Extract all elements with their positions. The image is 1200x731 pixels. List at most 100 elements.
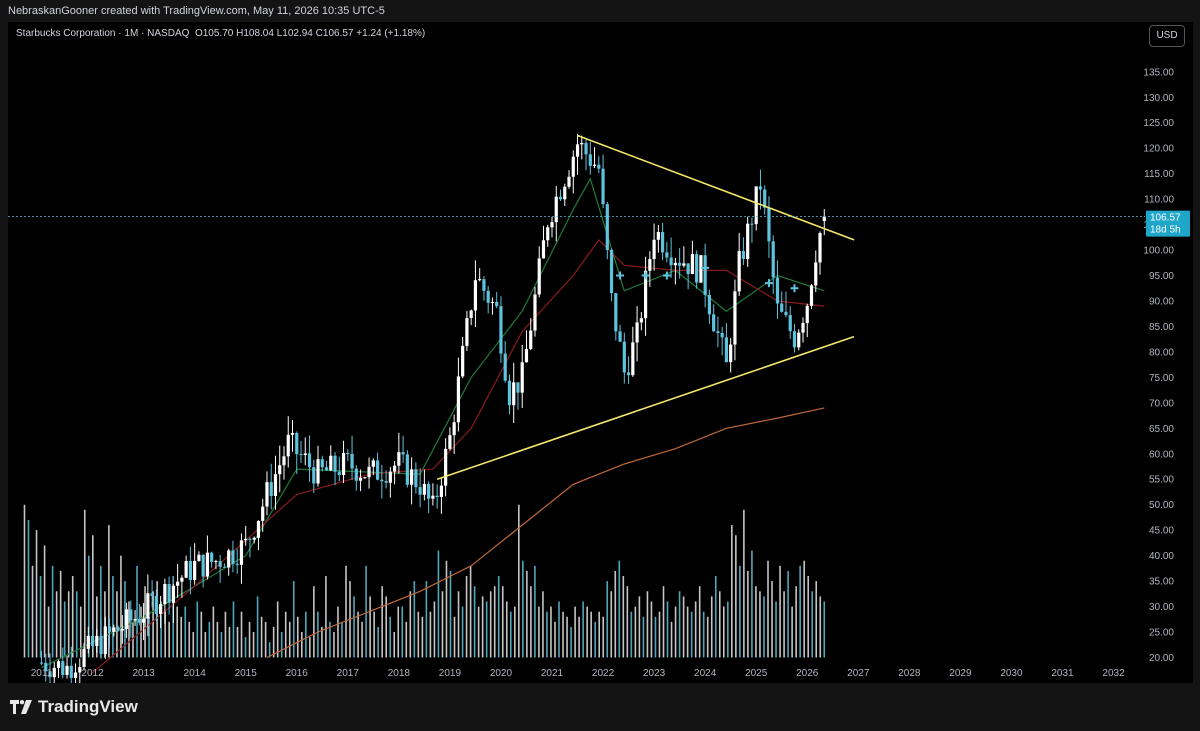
candle-body bbox=[571, 156, 575, 177]
candle-body bbox=[201, 554, 205, 577]
volume-bar bbox=[71, 576, 74, 658]
candle-body bbox=[699, 255, 703, 283]
candle-body bbox=[171, 585, 175, 603]
candle-body bbox=[686, 263, 690, 274]
volume-bar bbox=[67, 591, 70, 658]
candle-body bbox=[414, 469, 418, 488]
candle-body bbox=[61, 661, 65, 675]
volume-bar bbox=[477, 606, 480, 658]
volume-bar bbox=[485, 601, 488, 658]
volume-bar bbox=[566, 616, 568, 658]
candle-body bbox=[524, 348, 529, 363]
volume-bar bbox=[296, 616, 299, 658]
symbol-legend[interactable]: Starbucks Corporation · 1M · NASDAQ O105… bbox=[16, 28, 425, 39]
candle-body bbox=[635, 322, 639, 343]
volume-bar bbox=[256, 596, 259, 658]
volume-bar bbox=[550, 606, 552, 658]
volume-bar bbox=[481, 596, 484, 658]
candle-body bbox=[554, 196, 558, 223]
volume-bar bbox=[751, 550, 753, 658]
candle-body bbox=[448, 435, 452, 449]
volume-bar bbox=[622, 576, 625, 658]
candle-body bbox=[622, 341, 626, 373]
volume-bar bbox=[437, 550, 440, 658]
volume-bar bbox=[397, 606, 400, 658]
price-axis-label: 65.00 bbox=[1149, 424, 1174, 435]
volume-bar bbox=[570, 626, 572, 658]
volume-bar bbox=[128, 601, 130, 658]
volume-bar bbox=[614, 570, 617, 658]
candle-body bbox=[290, 432, 295, 435]
volume-bar bbox=[698, 586, 701, 658]
candle-body bbox=[320, 459, 324, 468]
volume-bar bbox=[493, 586, 496, 658]
price-axis-label: 130.00 bbox=[1143, 93, 1174, 104]
volume-bar bbox=[722, 606, 725, 658]
candle-body bbox=[44, 662, 48, 672]
plus-marker bbox=[701, 263, 710, 272]
candle-body bbox=[452, 422, 456, 436]
candle-body bbox=[286, 434, 290, 457]
volume-bar bbox=[31, 565, 34, 658]
volume-bar bbox=[393, 632, 396, 658]
candle-body bbox=[499, 306, 503, 354]
volume-bar bbox=[292, 581, 295, 658]
time-axis-label: 2021 bbox=[541, 668, 564, 679]
volume-bar bbox=[610, 591, 613, 658]
candle-body bbox=[410, 469, 414, 485]
price-axis-label: 100.00 bbox=[1143, 246, 1174, 257]
volume-bar bbox=[260, 616, 263, 658]
volume-bar bbox=[220, 632, 223, 658]
candle-body bbox=[805, 305, 809, 324]
ma-short-line bbox=[41, 177, 825, 669]
candle-body bbox=[690, 254, 694, 274]
candle-body bbox=[431, 495, 435, 499]
price-tag-value: 106.57 bbox=[1150, 213, 1181, 224]
time-axis-label: 2011 bbox=[31, 668, 53, 679]
volume-bars bbox=[23, 504, 826, 658]
candle-body bbox=[767, 207, 771, 242]
volume-bar bbox=[706, 616, 709, 658]
volume-bar bbox=[23, 504, 26, 658]
volume-bar bbox=[606, 581, 609, 658]
candle-body bbox=[784, 311, 788, 316]
currency-button[interactable]: USD bbox=[1149, 25, 1185, 47]
candle-body bbox=[73, 672, 78, 679]
volume-bar bbox=[763, 596, 765, 658]
high-label: H bbox=[236, 28, 244, 39]
candle-body bbox=[695, 254, 699, 283]
ma-long-line bbox=[266, 407, 825, 659]
volume-bar bbox=[598, 611, 601, 658]
candle-body bbox=[337, 471, 341, 476]
candle-body bbox=[626, 372, 631, 376]
price-axis-label: 55.00 bbox=[1149, 475, 1174, 486]
brand-logo[interactable]: TradingView bbox=[10, 697, 138, 717]
candle-body bbox=[750, 223, 754, 225]
volume-bar bbox=[264, 621, 267, 658]
brand-name: TradingView bbox=[38, 697, 138, 716]
volume-bar bbox=[268, 642, 271, 658]
volume-bar bbox=[735, 535, 737, 658]
price-tag: 106.57 18d 5h bbox=[1146, 210, 1190, 237]
candle-body bbox=[90, 635, 95, 646]
volume-bar bbox=[192, 632, 195, 658]
volume-bar bbox=[276, 601, 279, 658]
volume-bar bbox=[686, 606, 689, 658]
candle-body bbox=[214, 561, 218, 563]
candle-body bbox=[375, 460, 380, 480]
volume-bar bbox=[618, 560, 621, 658]
volume-bar bbox=[377, 626, 379, 658]
volume-bar bbox=[353, 596, 355, 658]
candle-body bbox=[792, 331, 797, 348]
time-axis-label: 2031 bbox=[1051, 668, 1074, 679]
volume-bar bbox=[714, 576, 717, 658]
candle-body bbox=[597, 164, 601, 169]
volume-bar bbox=[819, 596, 822, 658]
volume-bar bbox=[799, 565, 801, 658]
chart-frame[interactable] bbox=[8, 22, 1193, 683]
time-axis-label: 2029 bbox=[949, 668, 972, 679]
candle-body bbox=[39, 662, 44, 664]
candle-body bbox=[643, 270, 648, 319]
volume-bar bbox=[666, 601, 669, 658]
